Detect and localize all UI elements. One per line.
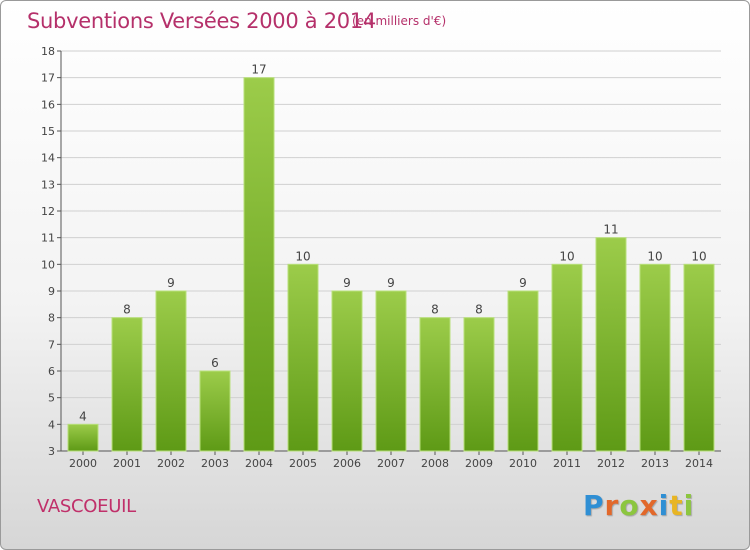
logo-letter: r	[604, 489, 620, 522]
chart-title: Subventions Versées 2000 à 2014	[27, 9, 376, 33]
data-label: 4	[79, 409, 87, 423]
data-label: 9	[387, 276, 395, 290]
x-tick-label: 2002	[157, 457, 185, 470]
bar	[463, 317, 495, 452]
x-tick-label: 2011	[553, 457, 581, 470]
logo-letter: i	[658, 489, 670, 522]
x-tick-label: 2014	[685, 457, 713, 470]
data-label: 8	[475, 303, 483, 317]
y-tick-label: 13	[41, 178, 55, 191]
bar	[507, 290, 539, 452]
data-label: 9	[343, 276, 351, 290]
logo-letter: i	[683, 489, 695, 522]
data-label: 17	[251, 63, 266, 77]
y-tick-label: 16	[41, 98, 55, 111]
y-tick-label: 4	[48, 418, 55, 431]
y-tick-label: 17	[41, 72, 55, 85]
y-tick-label: 14	[41, 152, 55, 165]
chart-unit: (en milliers d'€)	[352, 14, 447, 28]
bar	[419, 317, 451, 452]
bar	[375, 290, 407, 452]
y-tick-label: 10	[41, 258, 55, 271]
proxiti-logo: Proxiti	[583, 489, 694, 522]
bar	[111, 317, 143, 452]
y-tick-label: 3	[48, 445, 55, 458]
y-tick-label: 9	[48, 285, 55, 298]
x-tick-label: 2010	[509, 457, 537, 470]
y-tick-label: 15	[41, 125, 55, 138]
bar	[243, 77, 275, 452]
data-label: 10	[691, 249, 706, 263]
bar	[155, 290, 187, 452]
bar	[551, 263, 583, 452]
data-label: 10	[295, 249, 310, 263]
bar	[331, 290, 363, 452]
bar	[67, 423, 99, 452]
logo-letter: x	[639, 489, 659, 522]
y-tick-label: 12	[41, 205, 55, 218]
x-tick-label: 2000	[69, 457, 97, 470]
x-tick-label: 2006	[333, 457, 361, 470]
data-label: 11	[603, 223, 618, 237]
y-tick-label: 5	[48, 392, 55, 405]
y-tick-label: 8	[48, 312, 55, 325]
y-tick-label: 6	[48, 365, 55, 378]
y-tick-label: 7	[48, 338, 55, 351]
x-tick-label: 2007	[377, 457, 405, 470]
logo-letter: o	[619, 489, 640, 522]
x-tick-label: 2012	[597, 457, 625, 470]
data-label: 10	[559, 249, 574, 263]
logo-letter: P	[583, 489, 605, 522]
data-label: 8	[123, 303, 131, 317]
x-tick-label: 2005	[289, 457, 317, 470]
data-label: 9	[167, 276, 175, 290]
bars	[67, 77, 715, 452]
x-tick-label: 2001	[113, 457, 141, 470]
data-label: 8	[431, 303, 439, 317]
bar	[595, 237, 627, 452]
labels: 3 4 5 6 7 8 9 10 11 12 13 14 15 16 17 18 4 2000 8 2001 9 2002…	[41, 45, 713, 470]
logo-letter: t	[669, 489, 684, 522]
x-tick-label: 2004	[245, 457, 273, 470]
y-tick-label: 18	[41, 45, 55, 58]
bar	[683, 263, 715, 452]
bar	[199, 370, 231, 452]
data-label: 10	[647, 249, 662, 263]
x-tick-label: 2009	[465, 457, 493, 470]
y-tick-label: 11	[41, 232, 55, 245]
x-tick-label: 2008	[421, 457, 449, 470]
data-label: 9	[519, 276, 527, 290]
x-tick-label: 2003	[201, 457, 229, 470]
x-tick-label: 2013	[641, 457, 669, 470]
data-label: 6	[211, 356, 219, 370]
bar	[287, 263, 319, 452]
commune-name: VASCOEUIL	[37, 496, 136, 517]
bar	[639, 263, 671, 452]
